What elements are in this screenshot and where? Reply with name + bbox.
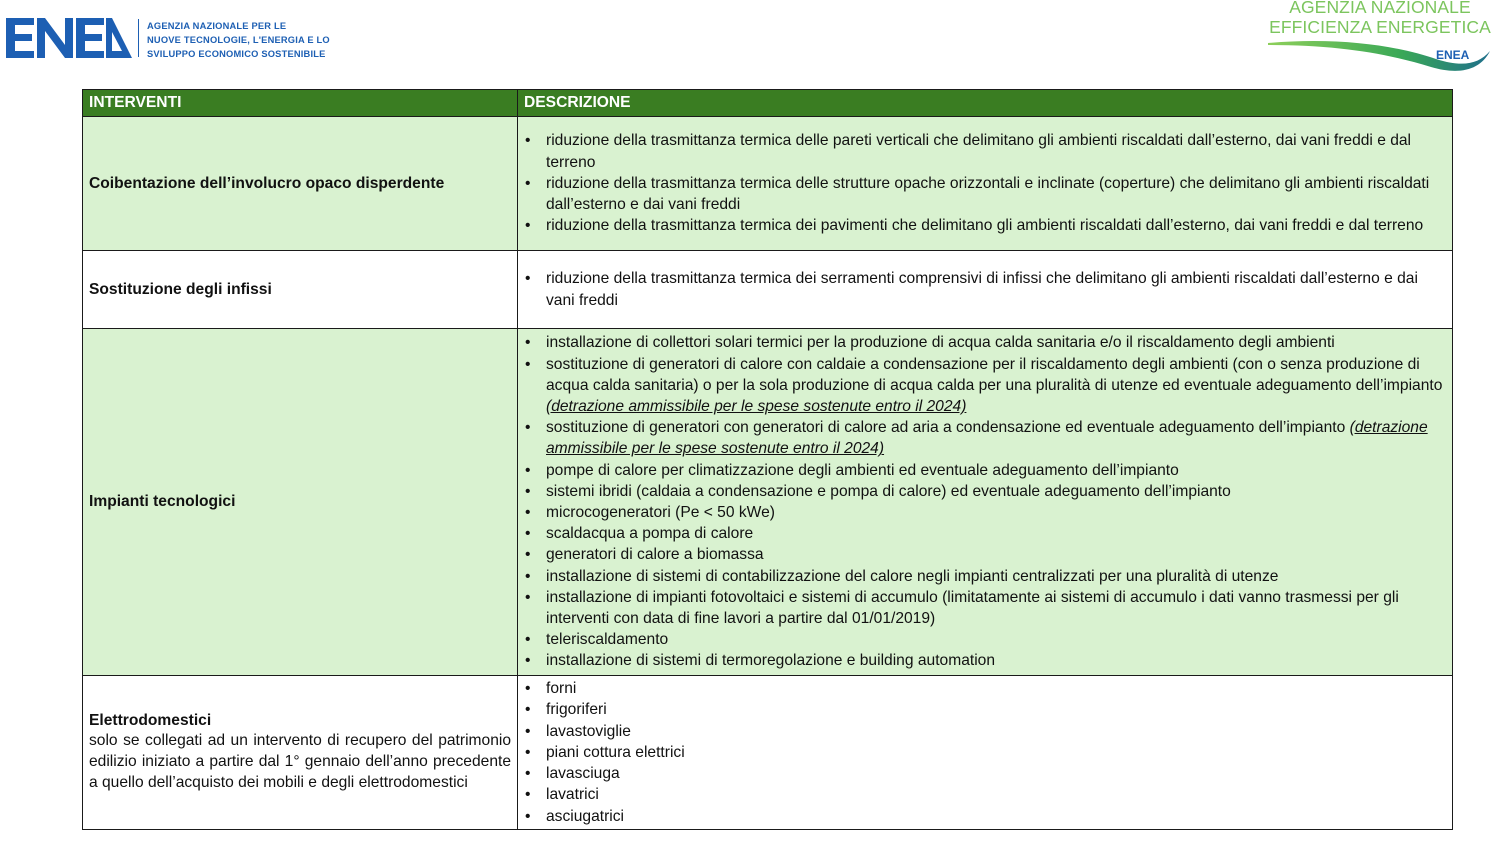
item-text: scaldacqua a pompa di calore [546,525,754,543]
list-item: scaldacqua a pompa di calore [525,523,1446,544]
item-text: forni [546,680,577,698]
column-header-descrizione: DESCRIZIONE [517,89,1453,117]
item-text: asciugatrici [546,807,624,825]
column-header-interventi: INTERVENTI [82,89,518,117]
aee-logo-line: EFFICIENZA ENERGETICA [1269,17,1491,37]
table-row: Sostituzione degli infissi riduzione del… [82,250,1453,329]
list-item: riduzione della trasmittanza termica del… [525,130,1446,172]
list-item: installazione di sistemi di termoregolaz… [525,650,1446,671]
item-text: lavasciuga [546,765,620,783]
item-text: installazione di impianti fotovoltaici e… [546,588,1399,628]
logo-divider [138,19,139,57]
item-text: teleriscaldamento [546,631,669,649]
item-text: piani cottura elettrici [546,743,685,761]
deadline-note: (detrazione ammissibile per le spese sos… [546,397,967,415]
table-row: Coibentazione dell’involucro opaco dispe… [82,116,1453,251]
description-list: riduzione della trasmittanza termica dei… [524,268,1446,310]
item-text: frigoriferi [546,701,607,719]
item-text: pompe di calore per climatizzazione degl… [546,461,1179,479]
list-item: piani cottura elettrici [525,742,1446,763]
item-text: microcogeneratori (Pe < 50 kWe) [546,504,775,521]
item-text: riduzione della trasmittanza termica del… [546,132,1412,171]
aee-enea-mark: ENEA [1436,48,1470,62]
list-item: riduzione della trasmittanza termica dei… [525,268,1446,310]
item-text: riduzione della trasmittanza termica dei… [546,270,1418,309]
item-text: installazione di collettori solari termi… [546,334,1335,352]
item-text: generatori di calore a biomassa [546,546,764,564]
list-item: sostituzione di generatori di calore con… [525,354,1446,418]
item-text: lavatrici [546,786,599,804]
item-text: installazione di sistemi di termoregolaz… [546,652,996,670]
list-item: pompe di calore per climatizzazione degl… [525,460,1446,481]
row-label: Coibentazione dell’involucro opaco dispe… [89,174,445,192]
table-header-row: INTERVENTI DESCRIZIONE [82,89,1453,117]
item-text: lavastoviglie [546,722,631,740]
table-row: Elettrodomestici solo se collegati ad un… [82,675,1453,830]
aee-swoosh-icon: ENEA [1268,40,1490,71]
description-list: riduzione della trasmittanza termica del… [524,130,1446,236]
enea-logo [6,18,132,58]
list-item: installazione di collettori solari termi… [525,332,1446,353]
item-text: sostituzione di generatori di calore con… [546,355,1443,394]
item-text: riduzione della trasmittanza termica del… [546,174,1430,214]
table-row: Impianti tecnologici installazione di co… [82,328,1453,676]
list-item: riduzione della trasmittanza termica del… [525,173,1446,215]
tagline-line: NUOVE TECNOLOGIE, L'ENERGIA E LO [147,35,330,45]
list-item: installazione di impianti fotovoltaici e… [525,587,1446,629]
item-text: installazione di sistemi di contabilizza… [546,567,1279,585]
list-item: forni [525,678,1446,699]
list-item: installazione di sistemi di contabilizza… [525,566,1446,587]
item-text: riduzione della trasmittanza termica dei… [546,217,1424,235]
list-item: frigoriferi [525,699,1446,720]
list-item: generatori di calore a biomassa [525,544,1446,565]
list-item: microcogeneratori (Pe < 50 kWe) [525,502,1446,523]
list-item: asciugatrici [525,806,1446,827]
list-item: teleriscaldamento [525,629,1446,650]
enea-tagline: AGENZIA NAZIONALE PER LE NUOVE TECNOLOGI… [147,19,330,61]
description-list: forni frigoriferi lavastoviglie piani cottu… [524,678,1446,827]
list-item: lavastoviglie [525,721,1446,742]
row-label: Sostituzione degli infissi [89,280,272,298]
row-label: Impianti tecnologici [89,493,236,510]
list-item: riduzione della trasmittanza termica dei… [525,215,1446,236]
row-sublabel: solo se collegati ad un intervento di re… [89,731,511,792]
aee-logo: AGENZIA NAZIONALE EFFICIENZA ENERGETICA … [1266,0,1494,75]
description-list: installazione di collettori solari termi… [524,332,1446,671]
item-text: sistemi ibridi (caldaia a condensazione … [546,482,1231,500]
tagline-line: SVILUPPO ECONOMICO SOSTENIBILE [147,49,326,59]
list-item: lavasciuga [525,763,1446,784]
list-item: lavatrici [525,784,1446,805]
list-item: sistemi ibridi (caldaia a condensazione … [525,481,1446,502]
list-item: sostituzione di generatori con generator… [525,417,1446,459]
deadline-note: (detrazione ammissibile per le spese sos… [546,419,1428,458]
item-text: sostituzione di generatori con generator… [546,419,1350,437]
tagline-line: AGENZIA NAZIONALE PER LE [147,21,287,31]
aee-logo-line: AGENZIA NAZIONALE [1289,0,1471,17]
row-label: Elettrodomestici [89,711,212,729]
interventions-table: INTERVENTI DESCRIZIONE Coibentazione del… [82,89,1453,830]
